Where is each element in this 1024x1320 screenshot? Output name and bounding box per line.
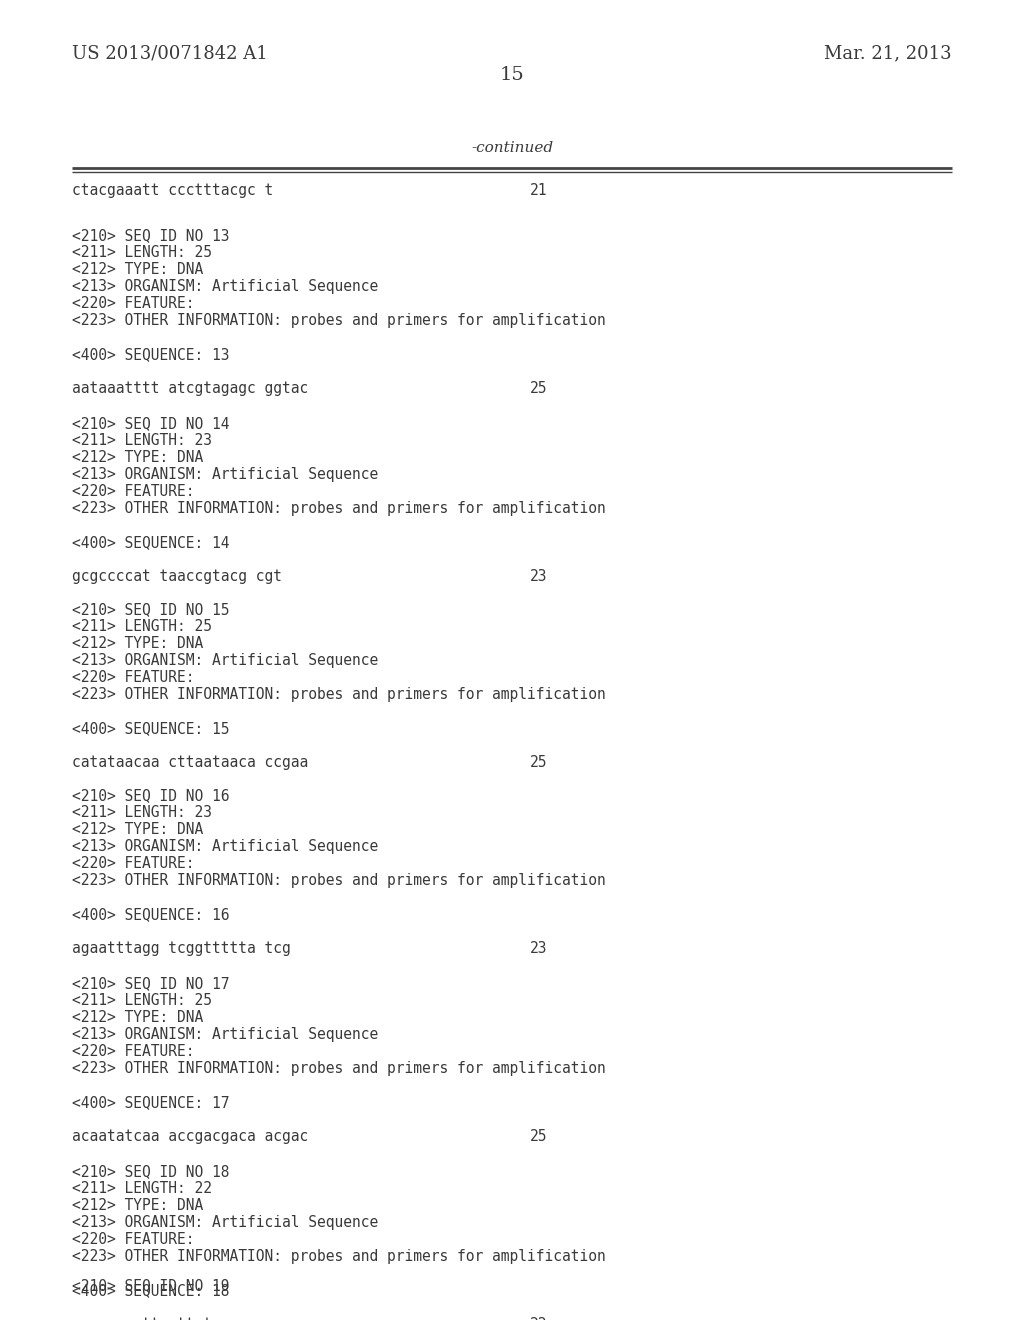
Text: agaatttagg tcggttttta tcg: agaatttagg tcggttttta tcg <box>72 941 291 956</box>
Text: 25: 25 <box>530 755 548 770</box>
Text: <210> SEQ ID NO 19: <210> SEQ ID NO 19 <box>72 1278 229 1294</box>
Text: <213> ORGANISM: Artificial Sequence: <213> ORGANISM: Artificial Sequence <box>72 840 378 854</box>
Text: <211> LENGTH: 23: <211> LENGTH: 23 <box>72 433 212 447</box>
Text: <400> SEQUENCE: 14: <400> SEQUENCE: 14 <box>72 535 229 550</box>
Text: <213> ORGANISM: Artificial Sequence: <213> ORGANISM: Artificial Sequence <box>72 1027 378 1041</box>
Text: <210> SEQ ID NO 15: <210> SEQ ID NO 15 <box>72 602 229 616</box>
Text: <220> FEATURE:: <220> FEATURE: <box>72 1232 195 1247</box>
Text: <223> OTHER INFORMATION: probes and primers for amplification: <223> OTHER INFORMATION: probes and prim… <box>72 1061 606 1076</box>
Text: <212> TYPE: DNA: <212> TYPE: DNA <box>72 1199 203 1213</box>
Text: catataacaa cttaataaca ccgaa: catataacaa cttaataaca ccgaa <box>72 755 308 770</box>
Text: <400> SEQUENCE: 15: <400> SEQUENCE: 15 <box>72 721 229 737</box>
Text: <213> ORGANISM: Artificial Sequence: <213> ORGANISM: Artificial Sequence <box>72 279 378 294</box>
Text: <211> LENGTH: 25: <211> LENGTH: 25 <box>72 619 212 634</box>
Text: <211> LENGTH: 23: <211> LENGTH: 23 <box>72 805 212 820</box>
Text: <223> OTHER INFORMATION: probes and primers for amplification: <223> OTHER INFORMATION: probes and prim… <box>72 686 606 702</box>
Text: <213> ORGANISM: Artificial Sequence: <213> ORGANISM: Artificial Sequence <box>72 1214 378 1230</box>
Text: <213> ORGANISM: Artificial Sequence: <213> ORGANISM: Artificial Sequence <box>72 653 378 668</box>
Text: <223> OTHER INFORMATION: probes and primers for amplification: <223> OTHER INFORMATION: probes and prim… <box>72 1249 606 1265</box>
Text: ctacgaaatt ccctttacgc t: ctacgaaatt ccctttacgc t <box>72 183 273 198</box>
Text: <213> ORGANISM: Artificial Sequence: <213> ORGANISM: Artificial Sequence <box>72 467 378 482</box>
Text: <400> SEQUENCE: 17: <400> SEQUENCE: 17 <box>72 1096 229 1110</box>
Text: 25: 25 <box>530 1129 548 1144</box>
Text: 23: 23 <box>530 941 548 956</box>
Text: <400> SEQUENCE: 16: <400> SEQUENCE: 16 <box>72 907 229 921</box>
Text: 15: 15 <box>500 66 524 84</box>
Text: <211> LENGTH: 22: <211> LENGTH: 22 <box>72 1181 212 1196</box>
Text: 23: 23 <box>530 569 548 583</box>
Text: <212> TYPE: DNA: <212> TYPE: DNA <box>72 450 203 465</box>
Text: US 2013/0071842 A1: US 2013/0071842 A1 <box>72 44 267 62</box>
Text: <223> OTHER INFORMATION: probes and primers for amplification: <223> OTHER INFORMATION: probes and prim… <box>72 313 606 327</box>
Text: <212> TYPE: DNA: <212> TYPE: DNA <box>72 261 203 277</box>
Text: <400> SEQUENCE: 13: <400> SEQUENCE: 13 <box>72 347 229 362</box>
Text: <223> OTHER INFORMATION: probes and primers for amplification: <223> OTHER INFORMATION: probes and prim… <box>72 873 606 888</box>
Text: aataaatttt atcgtagagc ggtac: aataaatttt atcgtagagc ggtac <box>72 381 308 396</box>
Text: <220> FEATURE:: <220> FEATURE: <box>72 855 195 871</box>
Text: gcgccccat taaccgtacg cgt: gcgccccat taaccgtacg cgt <box>72 569 282 583</box>
Text: <220> FEATURE:: <220> FEATURE: <box>72 484 195 499</box>
Text: acaatatcaa accgacgaca acgac: acaatatcaa accgacgaca acgac <box>72 1129 308 1144</box>
Text: <212> TYPE: DNA: <212> TYPE: DNA <box>72 1010 203 1026</box>
Text: <211> LENGTH: 25: <211> LENGTH: 25 <box>72 993 212 1008</box>
Text: acgcaaaatt cttctcccaa aa: acgcaaaatt cttctcccaa aa <box>72 1317 282 1320</box>
Text: <210> SEQ ID NO 17: <210> SEQ ID NO 17 <box>72 975 229 991</box>
Text: <220> FEATURE:: <220> FEATURE: <box>72 671 195 685</box>
Text: Mar. 21, 2013: Mar. 21, 2013 <box>824 44 952 62</box>
Text: -continued: -continued <box>471 141 553 154</box>
Text: 22: 22 <box>530 1317 548 1320</box>
Text: <400> SEQUENCE: 18: <400> SEQUENCE: 18 <box>72 1283 229 1298</box>
Text: <210> SEQ ID NO 18: <210> SEQ ID NO 18 <box>72 1164 229 1179</box>
Text: <223> OTHER INFORMATION: probes and primers for amplification: <223> OTHER INFORMATION: probes and prim… <box>72 502 606 516</box>
Text: <220> FEATURE:: <220> FEATURE: <box>72 1044 195 1059</box>
Text: <212> TYPE: DNA: <212> TYPE: DNA <box>72 636 203 651</box>
Text: <220> FEATURE:: <220> FEATURE: <box>72 296 195 312</box>
Text: <210> SEQ ID NO 14: <210> SEQ ID NO 14 <box>72 416 229 432</box>
Text: <210> SEQ ID NO 16: <210> SEQ ID NO 16 <box>72 788 229 803</box>
Text: <211> LENGTH: 25: <211> LENGTH: 25 <box>72 246 212 260</box>
Text: 25: 25 <box>530 381 548 396</box>
Text: <210> SEQ ID NO 13: <210> SEQ ID NO 13 <box>72 228 229 243</box>
Text: <212> TYPE: DNA: <212> TYPE: DNA <box>72 822 203 837</box>
Text: 21: 21 <box>530 183 548 198</box>
